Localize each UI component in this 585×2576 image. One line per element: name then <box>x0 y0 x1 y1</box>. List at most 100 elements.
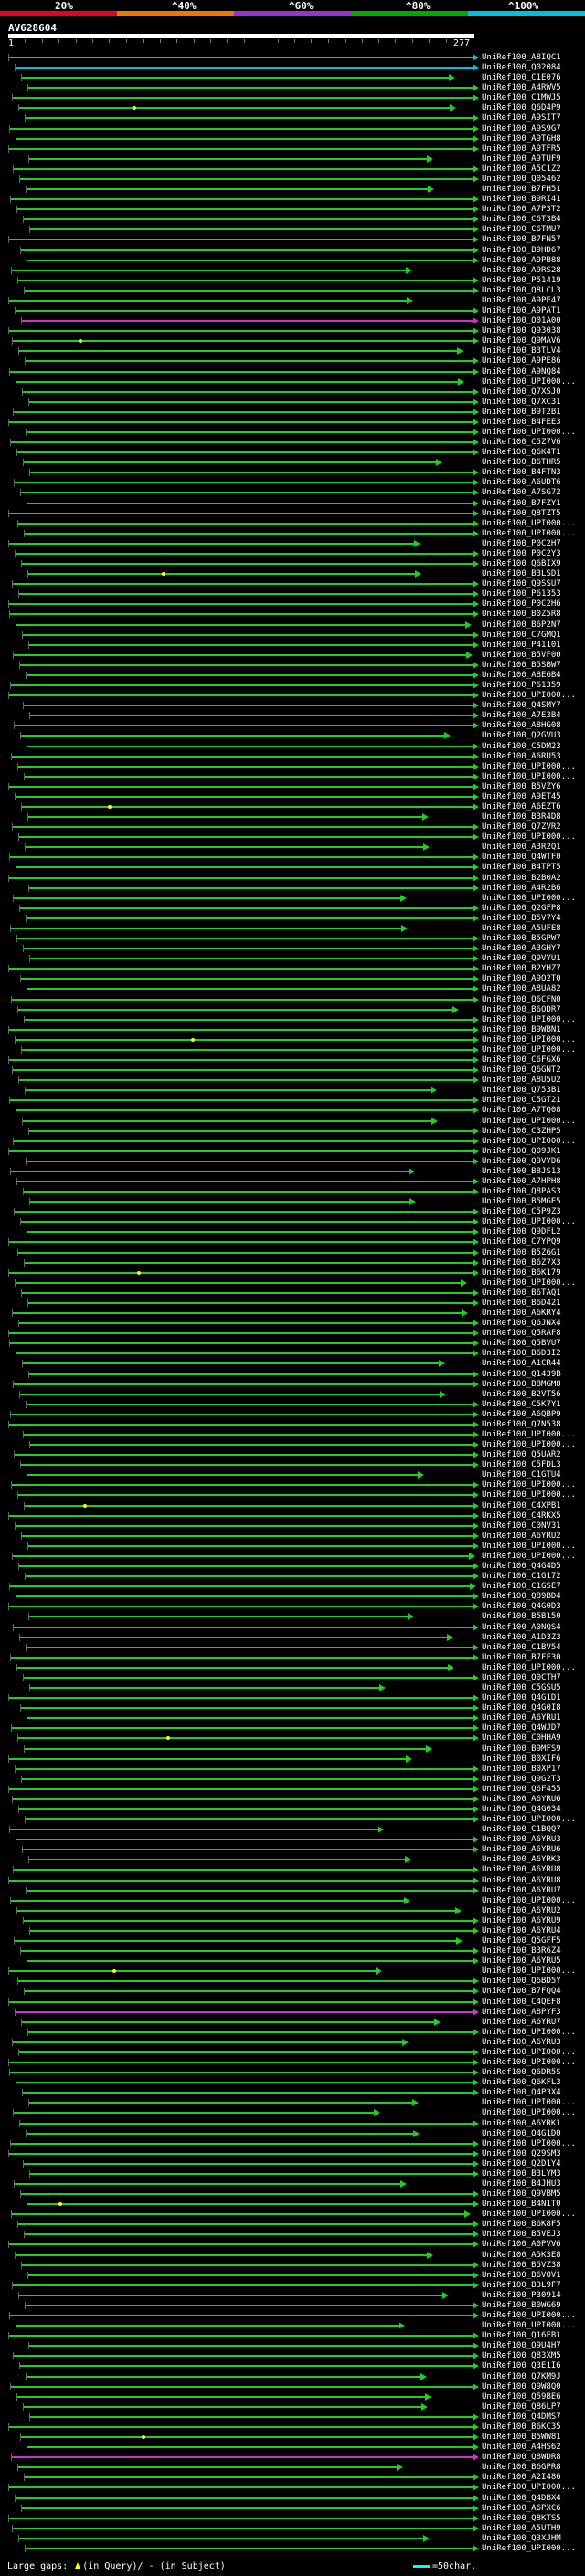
hit-label[interactable]: UniRef100_A4R2B6 <box>482 884 561 893</box>
hit-row[interactable]: UniRef100_UPI000... <box>0 1045 585 1055</box>
hit-row[interactable]: UniRef100_B9T2B1 <box>0 408 585 417</box>
hit-alignment-bar[interactable] <box>25 2548 474 2549</box>
hit-alignment-bar[interactable] <box>8 2426 474 2428</box>
hit-row[interactable]: UniRef100_UPI000... <box>0 1542 585 1551</box>
hit-label[interactable]: UniRef100_A7TQ08 <box>482 1106 561 1115</box>
hit-label[interactable]: UniRef100_UPI000... <box>482 529 576 538</box>
hit-label[interactable]: UniRef100_B6K8F5 <box>482 2220 561 2229</box>
hit-row[interactable]: UniRef100_Q6GNT2 <box>0 1065 585 1075</box>
hit-label[interactable]: UniRef100_A1D3Z3 <box>482 1633 561 1642</box>
hit-alignment-bar[interactable] <box>20 2193 474 2195</box>
hit-label[interactable]: UniRef100_C1MWJ5 <box>482 93 561 102</box>
hit-row[interactable]: UniRef100_Q9DFL2 <box>0 1227 585 1236</box>
hit-row[interactable]: UniRef100_Q93038 <box>0 326 585 335</box>
hit-alignment-bar[interactable] <box>27 2446 474 2448</box>
hit-row[interactable]: UniRef100_UPI000... <box>0 1278 585 1288</box>
hit-row[interactable]: UniRef100_Q4DBX4 <box>0 2494 585 2503</box>
hit-row[interactable]: UniRef100_C1E076 <box>0 73 585 82</box>
hit-alignment-bar[interactable] <box>11 2456 474 2458</box>
hit-alignment-bar[interactable] <box>10 928 403 929</box>
hit-label[interactable]: UniRef100_B4N1T0 <box>482 2200 561 2209</box>
hit-label[interactable]: UniRef100_C5Z7V6 <box>482 438 561 447</box>
hit-alignment-bar[interactable] <box>12 1069 474 1071</box>
hit-alignment-bar[interactable] <box>8 1059 474 1061</box>
hit-row[interactable]: UniRef100_B7FZY1 <box>0 499 585 508</box>
hit-label[interactable]: UniRef100_B5MGE5 <box>482 1197 561 1206</box>
hit-alignment-bar[interactable] <box>23 1191 474 1193</box>
hit-label[interactable]: UniRef100_Q1439B <box>482 1370 561 1379</box>
hit-alignment-bar[interactable] <box>23 948 474 949</box>
hit-row[interactable]: UniRef100_A9ET45 <box>0 792 585 801</box>
hit-label[interactable]: UniRef100_A9PAT1 <box>482 306 561 315</box>
hit-alignment-bar[interactable] <box>17 2223 474 2225</box>
hit-alignment-bar[interactable] <box>27 1474 420 1476</box>
hit-alignment-bar[interactable] <box>12 826 474 828</box>
hit-alignment-bar[interactable] <box>26 2376 422 2378</box>
hit-row[interactable]: UniRef100_UPI000... <box>0 1217 585 1226</box>
hit-alignment-bar[interactable] <box>24 1019 474 1021</box>
hit-row[interactable]: UniRef100_A7SG72 <box>0 488 585 497</box>
hit-row[interactable]: UniRef100_UPI000... <box>0 377 585 387</box>
hit-label[interactable]: UniRef100_A6YRU6 <box>482 1845 561 1854</box>
hit-row[interactable]: UniRef100_B3R6Z4 <box>0 1946 585 1956</box>
hit-label[interactable]: UniRef100_B6KC35 <box>482 2422 561 2432</box>
hit-alignment-bar[interactable] <box>28 401 474 403</box>
hit-label[interactable]: UniRef100_UPI000... <box>482 2058 576 2067</box>
hit-label[interactable]: UniRef100_A9SIT7 <box>482 113 561 122</box>
hit-row[interactable]: UniRef100_A8HG08 <box>0 721 585 730</box>
hit-alignment-bar[interactable] <box>8 1788 474 1790</box>
hit-label[interactable]: UniRef100_A6YRU2 <box>482 1906 561 1915</box>
hit-label[interactable]: UniRef100_Q5UAR2 <box>482 1450 561 1459</box>
hit-alignment-bar[interactable] <box>16 1667 450 1669</box>
hit-row[interactable]: UniRef100_C0HHA9 <box>0 1733 585 1743</box>
hit-label[interactable]: UniRef100_B3LYM3 <box>482 2169 561 2178</box>
hit-label[interactable]: UniRef100_A6YRU8 <box>482 1876 561 1885</box>
hit-row[interactable]: UniRef100_Q89BD4 <box>0 1592 585 1601</box>
hit-row[interactable]: UniRef100_A8PYF3 <box>0 2008 585 2017</box>
hit-alignment-bar[interactable] <box>21 2021 436 2023</box>
hit-alignment-bar[interactable] <box>8 1241 474 1243</box>
hit-label[interactable]: UniRef100_B7FQQ4 <box>482 1987 561 1996</box>
hit-row[interactable]: UniRef100_C5P9Z3 <box>0 1207 585 1216</box>
hit-alignment-bar[interactable] <box>16 866 474 868</box>
hit-alignment-bar[interactable] <box>10 1414 474 1415</box>
hit-alignment-bar[interactable] <box>9 1585 472 1587</box>
hit-alignment-bar[interactable] <box>28 2345 474 2347</box>
hit-alignment-bar[interactable] <box>13 1140 474 1142</box>
hit-alignment-bar[interactable] <box>23 1920 474 1922</box>
hit-row[interactable]: UniRef100_A7E3B4 <box>0 711 585 720</box>
hit-alignment-bar[interactable] <box>13 168 474 170</box>
hit-alignment-bar[interactable] <box>12 1312 463 1314</box>
hit-label[interactable]: UniRef100_Q4SMY7 <box>482 701 561 710</box>
hit-label[interactable]: UniRef100_Q05462 <box>482 175 561 184</box>
hit-alignment-bar[interactable] <box>19 664 474 666</box>
hit-alignment-bar[interactable] <box>17 1737 474 1739</box>
hit-label[interactable]: UniRef100_Q02084 <box>482 63 561 72</box>
hit-row[interactable]: UniRef100_Q4G4D5 <box>0 1562 585 1571</box>
hit-label[interactable]: UniRef100_Q6CFN0 <box>482 995 561 1004</box>
hit-row[interactable]: UniRef100_B6D3I2 <box>0 1349 585 1358</box>
hit-row[interactable]: UniRef100_Q5UAR2 <box>0 1450 585 1459</box>
hit-alignment-bar[interactable] <box>28 644 474 646</box>
hit-label[interactable]: UniRef100_Q8TZT5 <box>482 509 561 518</box>
hit-label[interactable]: UniRef100_Q2D1Y4 <box>482 2159 561 2168</box>
hit-row[interactable]: UniRef100_A7HPH8 <box>0 1177 585 1186</box>
hit-row[interactable]: UniRef100_UPI000... <box>0 1815 585 1824</box>
hit-label[interactable]: UniRef100_A9PE86 <box>482 356 561 366</box>
hit-label[interactable]: UniRef100_A8U5U2 <box>482 1076 561 1085</box>
hit-row[interactable]: UniRef100_A9RS28 <box>0 266 585 275</box>
hit-label[interactable]: UniRef100_C5FDL3 <box>482 1460 561 1469</box>
hit-label[interactable]: UniRef100_B8MGM8 <box>482 1380 561 1389</box>
hit-alignment-bar[interactable] <box>20 1221 474 1223</box>
hit-alignment-bar[interactable] <box>20 492 474 493</box>
hit-alignment-bar[interactable] <box>17 1252 474 1254</box>
hit-alignment-bar[interactable] <box>27 1302 474 1304</box>
hit-row[interactable]: UniRef100_B6QDR7 <box>0 1005 585 1014</box>
hit-row[interactable]: UniRef100_P0C2Y3 <box>0 549 585 558</box>
hit-label[interactable]: UniRef100_A6YRU9 <box>482 1916 561 1925</box>
hit-alignment-bar[interactable] <box>8 2153 474 2155</box>
hit-row[interactable]: UniRef100_A7TQ08 <box>0 1106 585 1115</box>
hit-label[interactable]: UniRef100_A8IQC1 <box>482 53 561 62</box>
hit-row[interactable]: UniRef100_Q1439B <box>0 1370 585 1379</box>
hit-label[interactable]: UniRef100_B0WG69 <box>482 2301 561 2310</box>
